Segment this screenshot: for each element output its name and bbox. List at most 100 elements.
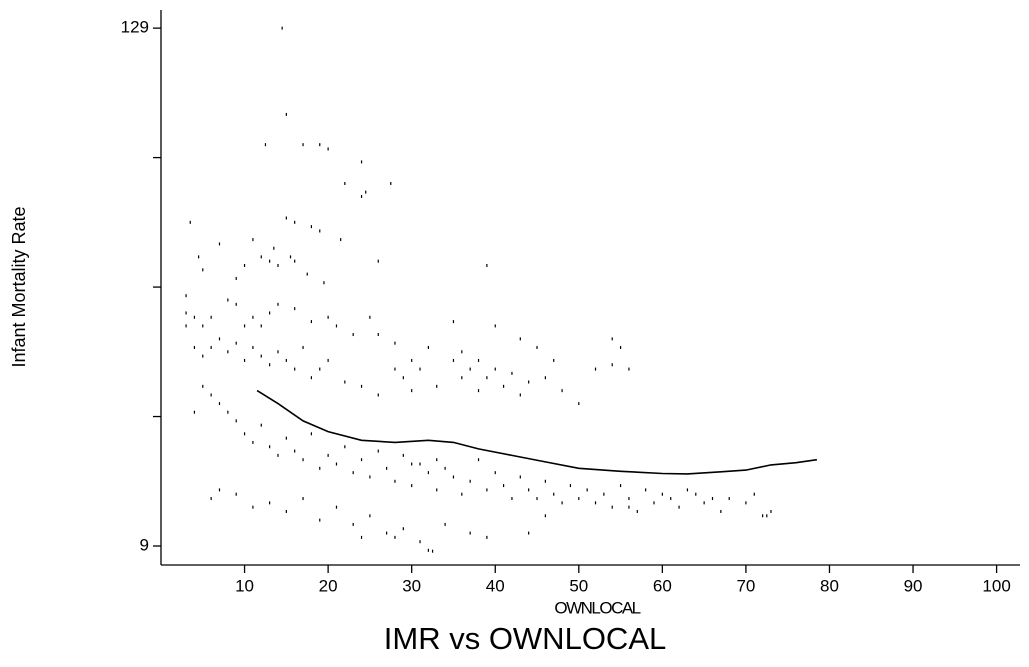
point [185, 311, 187, 315]
point [294, 220, 296, 224]
point [235, 419, 237, 423]
point [335, 462, 338, 466]
point [628, 505, 630, 509]
point [360, 535, 363, 539]
point [344, 181, 346, 185]
point [294, 307, 296, 311]
point [264, 143, 267, 147]
point [294, 449, 296, 453]
point [745, 501, 747, 505]
point [762, 514, 764, 518]
point [653, 501, 655, 505]
point [302, 458, 304, 462]
point [511, 371, 513, 375]
point [469, 531, 471, 535]
point [553, 492, 555, 496]
point [594, 501, 597, 505]
point [728, 497, 730, 501]
point [711, 497, 714, 501]
point [477, 458, 480, 462]
point [277, 302, 279, 306]
x-tick-label: 60 [653, 576, 672, 595]
point [319, 518, 321, 522]
point [377, 449, 379, 453]
x-tick-label: 40 [486, 576, 505, 595]
x-tick-label: 70 [736, 576, 755, 595]
point [427, 471, 429, 475]
point [327, 453, 329, 457]
point [243, 358, 246, 362]
point [344, 445, 346, 449]
point [469, 479, 471, 483]
point [369, 475, 371, 479]
point [436, 488, 438, 492]
point [310, 225, 313, 229]
x-tick-label: 80 [820, 576, 839, 595]
point [536, 345, 538, 349]
point [394, 479, 396, 483]
point [431, 549, 434, 553]
point [327, 315, 329, 319]
point [252, 345, 254, 349]
point [319, 466, 321, 470]
y-axis-label: Infant Mortality Rate [9, 206, 29, 367]
point [323, 281, 325, 285]
point [193, 345, 196, 349]
point [611, 337, 613, 341]
point [302, 345, 304, 349]
point [281, 26, 283, 30]
point [619, 345, 622, 349]
point [603, 492, 605, 496]
point [528, 531, 530, 535]
point [661, 492, 663, 496]
point [561, 501, 563, 505]
x-tick-label: 10 [235, 576, 254, 595]
point [260, 324, 262, 328]
point [695, 492, 697, 496]
point [477, 389, 480, 393]
point [436, 458, 438, 462]
point [352, 471, 354, 475]
point [402, 527, 404, 531]
point [452, 475, 455, 479]
point [486, 488, 488, 492]
point [365, 190, 367, 194]
point [306, 272, 308, 276]
point [611, 363, 613, 367]
point [645, 488, 647, 492]
point [703, 501, 705, 505]
x-tick-label: 90 [904, 576, 923, 595]
point [544, 376, 546, 380]
point [243, 432, 246, 436]
point [386, 531, 388, 535]
point [411, 484, 413, 488]
point [477, 358, 480, 362]
point [235, 276, 237, 280]
point [519, 393, 521, 397]
point [390, 181, 392, 185]
point [561, 389, 563, 393]
point [210, 315, 212, 319]
point [185, 294, 187, 298]
point [235, 341, 237, 345]
point [210, 345, 212, 349]
point [636, 509, 638, 513]
point [260, 423, 262, 427]
point [269, 363, 271, 367]
x-tick-label: 100 [982, 576, 1010, 595]
point [670, 497, 672, 501]
point [285, 436, 287, 440]
point [198, 255, 200, 259]
point [235, 492, 237, 496]
point [569, 484, 572, 488]
point [335, 505, 338, 509]
point [252, 238, 254, 242]
point [369, 315, 371, 319]
point [344, 380, 346, 384]
point [494, 324, 496, 328]
point [227, 410, 229, 414]
point [193, 410, 196, 414]
point [586, 488, 588, 492]
point [319, 143, 321, 147]
